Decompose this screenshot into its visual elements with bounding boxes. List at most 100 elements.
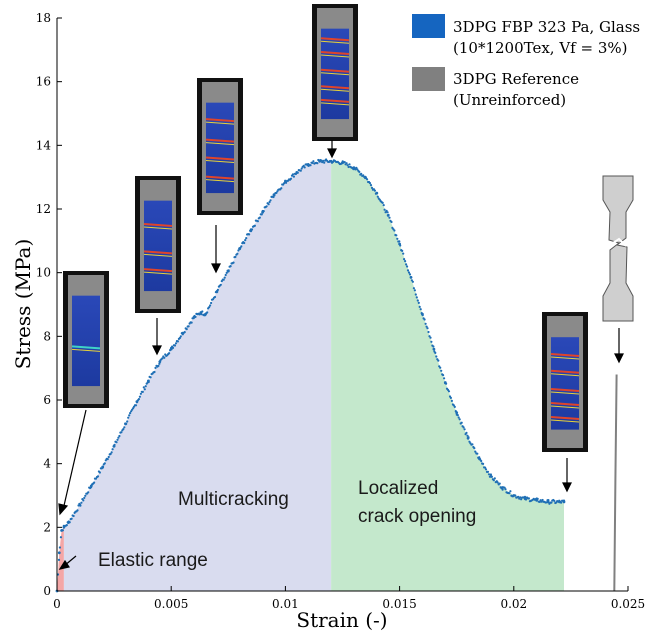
series-glass-dot <box>417 301 420 304</box>
series-glass-point <box>523 497 527 501</box>
series-glass-dot <box>171 346 175 349</box>
series-glass-dot <box>496 481 499 484</box>
series-glass-dot <box>393 229 396 232</box>
series-glass-point <box>147 379 150 383</box>
chart-axes <box>56 18 628 592</box>
series-reference-line <box>613 374 618 592</box>
series-glass-dot <box>486 470 490 473</box>
series-glass-dot <box>550 501 553 504</box>
series-glass-dot <box>412 287 415 290</box>
series-glass-dot <box>312 160 315 163</box>
series-glass-dot <box>161 357 164 360</box>
y-tick-label: 8 <box>43 329 51 343</box>
series-glass-point <box>199 311 203 314</box>
series-glass-dot <box>423 318 426 321</box>
series-glass-dot <box>240 245 243 248</box>
x-tick-label: 0.015 <box>382 597 416 611</box>
series-glass-point <box>501 486 504 489</box>
series-glass-dot <box>225 271 228 274</box>
series-glass-point <box>558 500 561 504</box>
series-glass-dot <box>84 494 87 497</box>
series-glass-dot <box>482 462 485 465</box>
series-glass-dot <box>435 355 438 358</box>
series-glass-dot <box>300 167 303 170</box>
series-glass-dot <box>141 390 144 393</box>
series-glass-dot <box>413 289 416 292</box>
series-glass-dot <box>440 369 443 372</box>
series-glass-dot <box>474 450 477 453</box>
series-glass-dot <box>462 426 465 429</box>
series-glass-dot <box>94 477 98 480</box>
series-glass-dot <box>120 431 123 434</box>
series-glass-point <box>89 484 93 488</box>
series-glass-point <box>101 465 105 469</box>
series-glass-dot <box>122 428 125 431</box>
legend: 3DPG FBP 323 Pa, Glass (10*1200Tex, Vf =… <box>412 14 640 109</box>
series-glass-dot <box>268 200 271 204</box>
series-glass-dot <box>116 438 119 441</box>
series-glass-dot <box>395 234 398 237</box>
series-glass-dot <box>275 191 278 194</box>
series-glass-point <box>443 381 447 384</box>
series-glass-dot <box>70 517 73 520</box>
series-glass-dot <box>427 330 430 334</box>
series-glass-dot <box>453 405 456 408</box>
series-glass-point <box>226 269 230 273</box>
series-glass-dot <box>406 269 410 272</box>
series-glass-dot <box>442 374 445 377</box>
series-glass-dot <box>381 201 384 204</box>
region-fill-2 <box>331 161 564 592</box>
series-glass-point <box>489 475 493 478</box>
series-glass-point <box>341 161 344 165</box>
series-glass-dot <box>223 276 226 279</box>
series-glass-dot <box>419 308 422 311</box>
series-glass-dot <box>109 452 112 456</box>
series-glass-dot <box>158 362 161 365</box>
series-glass-dot <box>87 491 90 494</box>
series-glass-dot <box>128 414 131 417</box>
series-glass-point <box>192 315 196 319</box>
series-glass-dot <box>504 488 507 491</box>
series-glass-dot <box>322 159 325 162</box>
region-label-elastic-range: Elastic range <box>98 550 208 571</box>
series-glass-point <box>562 500 566 504</box>
series-glass-point <box>135 400 139 403</box>
legend-label-reference-line2: (Unreinforced) <box>453 91 566 109</box>
series-glass-dot <box>402 252 405 255</box>
series-glass-dot <box>139 392 142 395</box>
series-glass-dot <box>460 421 463 424</box>
series-glass-dot <box>401 249 404 252</box>
series-glass-dot <box>366 178 369 181</box>
series-glass-dot <box>115 441 118 444</box>
series-glass-dot <box>130 410 133 413</box>
series-glass-dot <box>213 295 217 299</box>
series-glass-dot <box>540 500 543 503</box>
series-glass-dot <box>346 164 349 167</box>
series-glass-dot <box>190 321 193 324</box>
series-glass-dot <box>303 166 306 169</box>
series-glass-dot <box>137 398 140 401</box>
series-glass-dot <box>388 216 391 219</box>
series-glass-dot <box>154 366 157 369</box>
series-glass-dot <box>316 162 319 165</box>
series-glass <box>55 158 566 593</box>
series-glass-dot <box>309 164 312 167</box>
series-glass-dot <box>456 414 459 417</box>
series-glass-dot <box>369 184 373 187</box>
series-glass-dot <box>471 443 474 446</box>
series-glass-dot <box>368 182 372 185</box>
series-glass-dot <box>229 265 232 268</box>
series-glass-dot <box>82 499 85 502</box>
series-glass-dot <box>65 524 68 527</box>
series-glass-dot <box>493 477 496 480</box>
series-glass-point <box>306 163 310 166</box>
series-glass-dot <box>403 258 406 261</box>
series-glass-dot <box>527 497 531 500</box>
series-glass-dot <box>118 434 121 438</box>
series-glass-dot <box>411 280 414 283</box>
series-glass-dot <box>291 173 295 176</box>
x-axis-label: Strain (-) <box>296 608 387 632</box>
series-glass-dot <box>269 199 272 202</box>
series-glass-dot <box>434 351 437 354</box>
